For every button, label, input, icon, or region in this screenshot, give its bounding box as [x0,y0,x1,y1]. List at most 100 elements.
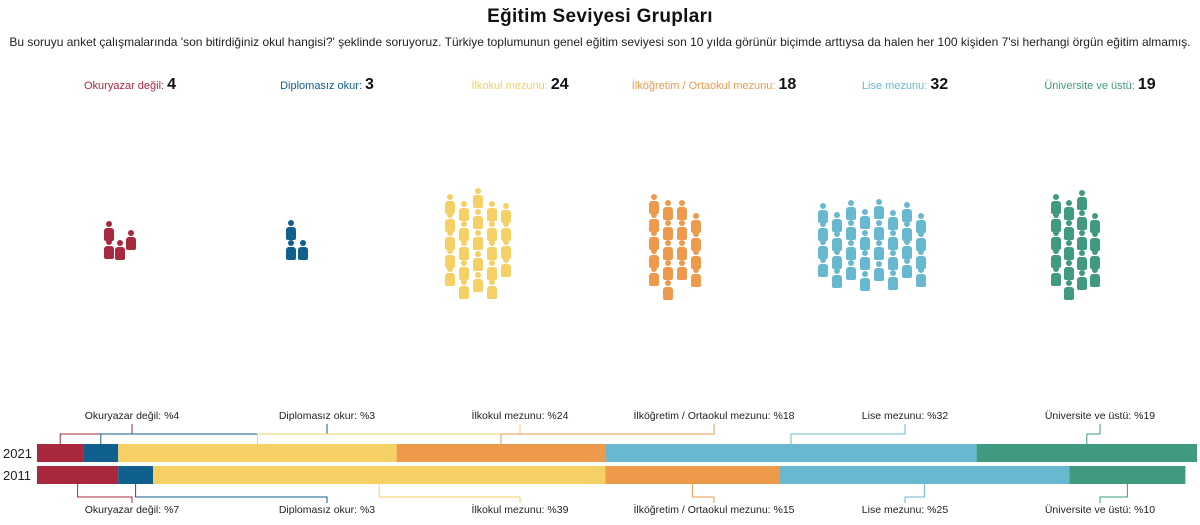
leader-line-2011-2 [135,484,328,503]
group-count: 32 [930,76,949,93]
leader-line-2021-1 [59,424,133,444]
data-label-2011-3: İlkokul mezunu: %39 [472,503,569,516]
person-icon [104,239,114,259]
person-icon [649,212,659,232]
group-count: 19 [1137,76,1156,93]
person-icon [818,203,828,223]
data-label-2021-5: Lise mezunu: %32 [862,410,949,422]
leader-line-2011-4 [691,484,715,503]
person-icon [459,259,469,280]
person-icon [115,240,125,260]
group-label-text: Lise mezunu: [861,80,928,92]
leader-line-2011-3 [378,484,521,503]
person-icon [902,239,912,260]
bar-segment-2011-5 [779,466,1070,484]
person-icon [916,231,926,251]
person-icon [104,221,114,241]
person-icon [473,251,483,271]
data-label-2011-2: Diplomasız okur: %3 [279,504,375,516]
person-icon [1063,280,1074,300]
bar-segment-2021-2 [83,444,119,462]
data-label-2021-4: İlköğretim / Ortaokul mezunu: %18 [633,409,794,422]
person-icon [677,260,687,280]
person-icon [888,249,898,270]
person-icon [691,249,701,269]
person-icon [445,230,455,250]
person-icon [1050,194,1061,214]
bar-segment-2021-1 [37,444,84,462]
leader-line-2011-5 [904,484,925,503]
person-icon [487,279,497,299]
leader-line-2021-5 [790,424,906,444]
person-icon [286,239,296,260]
person-icon [473,230,483,250]
leader-line-2021-2 [100,424,328,444]
group-label-lise-mezunu: Lise mezunu: 32 [862,76,948,94]
data-label-2021-2: Diplomasız okur: %3 [279,410,375,422]
person-icon [832,211,842,232]
person-icon [818,257,828,277]
year-label-2021: 2021 [3,446,32,461]
data-label-2021-3: İlkokul mezunu: %24 [472,409,569,422]
person-icon [445,194,455,214]
bar-segment-2021-5 [605,444,977,462]
person-icon [846,239,856,260]
person-icon [860,270,870,291]
person-icon [126,230,136,250]
group-count: 4 [167,76,176,93]
person-icon [677,220,687,240]
person-icon [818,221,828,241]
bar-segment-2011-1 [37,466,119,484]
person-icon [691,267,701,287]
person-icon [1089,231,1100,251]
person-icon [1063,240,1074,260]
group-label-text: İlkokul mezunu: [471,80,548,92]
bar-segment-2011-3 [153,466,606,484]
leader-line-2021-3 [256,424,521,444]
group-count: 24 [550,76,569,93]
person-icon [445,212,455,232]
person-icon [832,249,842,270]
person-icon [916,249,926,269]
group-label-text: Okuryazar değil: [84,80,165,92]
person-icon [916,213,926,233]
person-icon [888,230,898,251]
person-icon [649,248,659,268]
person-icon [487,240,497,260]
person-icon [902,201,912,222]
person-icon [846,259,856,280]
leader-line-2011-6 [1099,484,1128,503]
person-icon [298,240,308,260]
person-icon [501,239,511,259]
person-icon [1076,230,1087,250]
person-icon [888,269,898,290]
person-icon [1050,230,1061,250]
person-icon [846,220,856,241]
person-icon [1076,190,1087,210]
leader-line-2011-1 [77,484,133,503]
person-icon [677,240,687,260]
person-icon [459,279,469,299]
person-icon [691,231,701,251]
person-icon [832,268,842,289]
person-icon [487,201,497,221]
group-label-text: Diplomasız okur: [280,80,363,92]
leader-line-2021-4 [500,424,715,444]
group-label-diplomasiz-okur: Diplomasız okur: 3 [280,76,374,94]
person-icon [1050,212,1061,232]
data-label-2011-4: İlköğretim / Ortaokul mezunu: %15 [633,503,794,516]
person-icon [1063,220,1074,240]
person-icon [649,194,659,214]
group-label-ilkokul-mezunu: İlkokul mezunu: 24 [471,76,568,94]
person-icon [487,220,497,241]
data-label-2021-6: Üniversite ve üstü: %19 [1045,410,1155,422]
person-icon [501,203,511,223]
person-icon [445,248,455,268]
person-icon [663,240,673,260]
person-icon [1089,267,1100,287]
bar-segment-2011-4 [605,466,780,484]
person-icon [818,239,828,259]
person-icon [663,220,673,240]
bar-segment-2021-4 [396,444,606,462]
